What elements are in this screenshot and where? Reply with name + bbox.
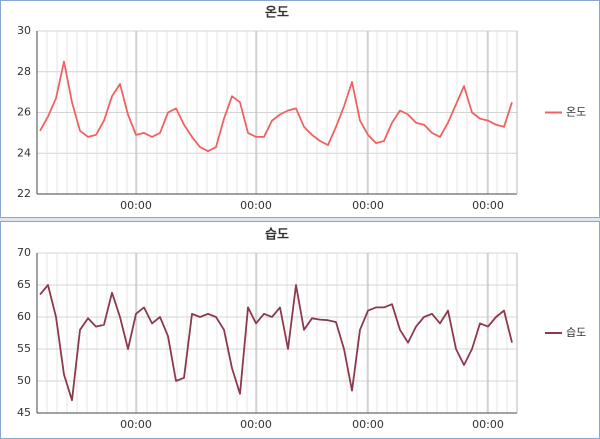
x-tick-label: 00:00 — [120, 418, 152, 431]
x-tick-label: 00:00 — [472, 418, 504, 431]
y-tick-label: 65 — [17, 278, 31, 291]
x-tick-label: 00:00 — [352, 199, 384, 212]
chart-title: 습도 — [265, 228, 289, 243]
y-tick-label: 70 — [17, 246, 31, 259]
panel — [0, 221, 600, 439]
data-line — [39, 60, 513, 153]
x-tick-label: 00:00 — [240, 418, 272, 431]
y-tick-label: 50 — [17, 374, 31, 387]
legend-label: 온도 — [566, 106, 586, 119]
y-tick-label: 30 — [17, 24, 31, 37]
y-tick-label: 55 — [17, 342, 31, 355]
x-tick-label: 00:00 — [240, 199, 272, 212]
data-line — [39, 284, 513, 402]
legend-label: 습도 — [566, 326, 586, 339]
y-tick-label: 24 — [17, 146, 31, 159]
y-tick-label: 26 — [17, 106, 31, 119]
y-tick-label: 22 — [17, 187, 31, 200]
y-tick-label: 45 — [17, 406, 31, 419]
x-tick-label: 00:00 — [352, 418, 384, 431]
panel — [0, 0, 600, 218]
y-tick-label: 60 — [17, 310, 31, 323]
y-tick-label: 28 — [17, 65, 31, 78]
x-tick-label: 00:00 — [120, 199, 152, 212]
x-tick-label: 00:00 — [472, 199, 504, 212]
chart-title: 온도 — [265, 6, 289, 21]
